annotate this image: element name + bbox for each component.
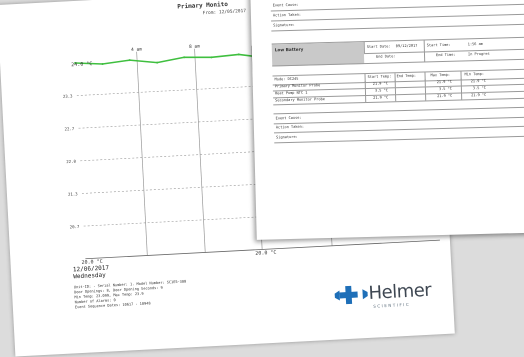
probe-name: Heat Pump NTC 1 (274, 90, 308, 96)
min-temp-annotation: 20.0 °C (81, 259, 102, 266)
x-axis (85, 239, 440, 260)
start-time-value: 1:56 am (467, 41, 483, 47)
x-gridline (136, 51, 148, 256)
data-point (183, 56, 186, 59)
x-tick-label: 4 am (131, 46, 142, 53)
max-temp: 21.9 °C (437, 93, 453, 99)
logo-tagline: SCIENTIFIC (373, 301, 411, 309)
end-time-label: End Time: (435, 52, 456, 58)
signature-label: Signature: (276, 134, 298, 140)
event-cause-label: Event Cause: (272, 2, 299, 8)
start-temp: 21.9 °C (372, 81, 388, 86)
helmer-logo: Helmer SCIENTIFIC (334, 279, 432, 309)
chart-footer: 12/06/2017 Wednesday Unit-ID: - Serial N… (73, 261, 188, 311)
y-tick-label: 21.3 (68, 191, 78, 197)
column-header: Mode: DC245 (274, 76, 299, 82)
y-tick-label: 22.0 (66, 159, 76, 165)
x-gridline (194, 48, 206, 253)
start-temp: 21.9 °C (373, 95, 389, 100)
min-temp: 21.9 °C (470, 78, 486, 84)
action-taken-label: Action Taken: (275, 124, 305, 130)
column-header: End Temp: (396, 73, 417, 79)
data-point (101, 63, 104, 66)
action-taken-label: Action Taken: (272, 12, 302, 18)
unit-info: Unit-ID: - Serial Number: 1. Model Numbe… (74, 279, 188, 310)
column-header: Min Temp: (464, 71, 485, 77)
signature-label: Signature: (273, 22, 295, 28)
data-point (210, 56, 213, 59)
min-temp-annotation: 20.0 °C (255, 250, 276, 257)
data-point (128, 59, 131, 62)
start-time-label: Start Time: (426, 42, 451, 48)
data-point (156, 61, 159, 64)
logo-wordmark: Helmer (368, 279, 432, 304)
helmer-cross-icon (334, 285, 368, 304)
max-temp: 21.9 °C (436, 79, 452, 85)
probe-name: Secondary Monitor Probe (275, 97, 325, 103)
min-temp: 21.9 °C (471, 92, 487, 98)
start-date-value: 09/12/2017 (395, 43, 418, 49)
event-cause-label: Event Cause: (275, 115, 302, 121)
max-temp: 3.5 °C (438, 86, 452, 92)
start-temp: 3.5 °C (374, 88, 388, 93)
alarm-report-page: Event Cause: Action Taken: Signature: Lo… (250, 0, 524, 240)
start-date-label: Start Date: (366, 44, 391, 49)
y-tick-label: 23.3 (63, 93, 73, 99)
column-header: Max Temp: (430, 72, 451, 78)
column-header: Start Temp: (367, 74, 392, 79)
data-point (237, 53, 240, 56)
x-tick-label: 8 am (189, 43, 200, 50)
probe-name: Primary Monitor Probe (274, 83, 321, 89)
min-temp: 3.5 °C (472, 85, 486, 91)
y-tick-label: 22.7 (64, 126, 74, 132)
y-tick-label: 20.7 (70, 224, 80, 230)
section-title: Low Battery (274, 46, 304, 53)
data-point (74, 61, 77, 64)
end-date-label: End Date: (375, 54, 396, 59)
end-time-value: In Progres (467, 51, 490, 57)
max-temp-annotation: 24.0 °C (71, 61, 92, 68)
